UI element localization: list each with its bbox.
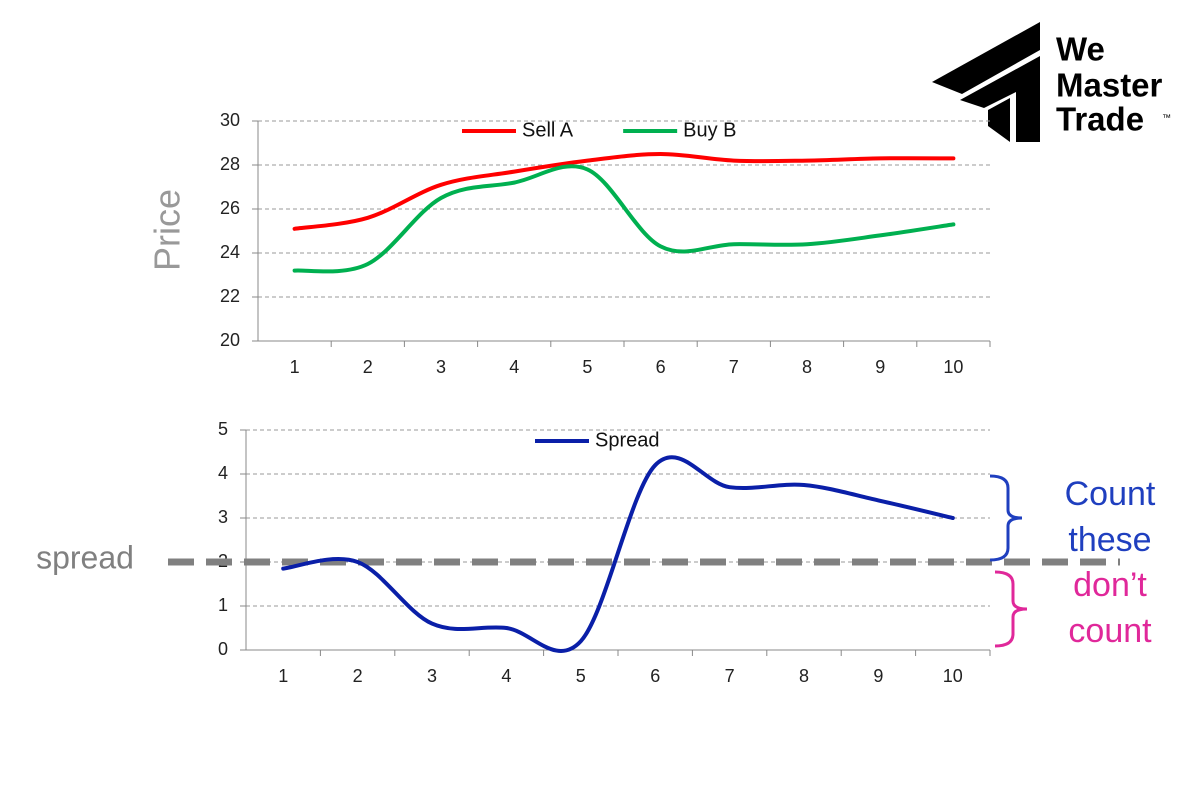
y-tick-label: 26	[220, 198, 240, 218]
y-tick-label: 30	[220, 110, 240, 130]
y-tick-label: 0	[218, 639, 228, 659]
logo-text: We	[1056, 31, 1105, 68]
logo-text: Master	[1056, 67, 1163, 104]
y-tick-label: 3	[218, 507, 228, 527]
logo: We Master Trade ™	[932, 22, 1171, 142]
x-tick-label: 4	[501, 666, 511, 686]
y-tick-label: 24	[220, 242, 240, 262]
x-tick-label: 8	[799, 666, 809, 686]
x-tick-label: 7	[729, 357, 739, 377]
x-tick-label: 8	[802, 357, 812, 377]
y-tick-label: 5	[218, 419, 228, 439]
x-tick-label: 1	[290, 357, 300, 377]
series-line	[292, 151, 956, 231]
annotation: these	[1068, 521, 1151, 559]
x-tick-label: 9	[873, 666, 883, 686]
logo-shape	[960, 56, 1040, 142]
legend-label: Buy B	[683, 119, 736, 141]
annotation: count	[1068, 612, 1152, 650]
logo-shape	[932, 22, 1040, 94]
x-tick-label: 10	[943, 357, 963, 377]
x-tick-label: 7	[725, 666, 735, 686]
y-tick-label: 28	[220, 154, 240, 174]
annotation: Count	[1065, 475, 1156, 513]
x-tick-label: 4	[509, 357, 519, 377]
annotation: don’t	[1073, 566, 1147, 604]
x-tick-label: 6	[656, 357, 666, 377]
x-tick-label: 2	[363, 357, 373, 377]
series-line	[281, 455, 955, 653]
logo-text: Trade	[1056, 101, 1144, 138]
y-axis-label: Price	[147, 189, 188, 271]
x-tick-label: 1	[278, 666, 288, 686]
brace	[994, 570, 1028, 648]
x-tick-label: 9	[875, 357, 885, 377]
logo-trademark: ™	[1162, 112, 1171, 122]
legend-label: Spread	[595, 429, 660, 451]
y-tick-label: 4	[218, 463, 228, 483]
y-tick-label: 22	[220, 286, 240, 306]
x-tick-label: 3	[427, 666, 437, 686]
brace	[989, 474, 1023, 562]
x-tick-label: 5	[576, 666, 586, 686]
x-tick-label: 5	[582, 357, 592, 377]
x-tick-label: 2	[353, 666, 363, 686]
y-tick-label: 20	[220, 330, 240, 350]
logo-shape	[988, 98, 1010, 142]
threshold-label: spread	[36, 539, 134, 575]
y-tick-label: 1	[218, 595, 228, 615]
x-tick-label: 10	[943, 666, 963, 686]
series-line	[292, 164, 956, 274]
x-tick-label: 3	[436, 357, 446, 377]
legend-label: Sell A	[522, 119, 574, 141]
x-tick-label: 6	[650, 666, 660, 686]
